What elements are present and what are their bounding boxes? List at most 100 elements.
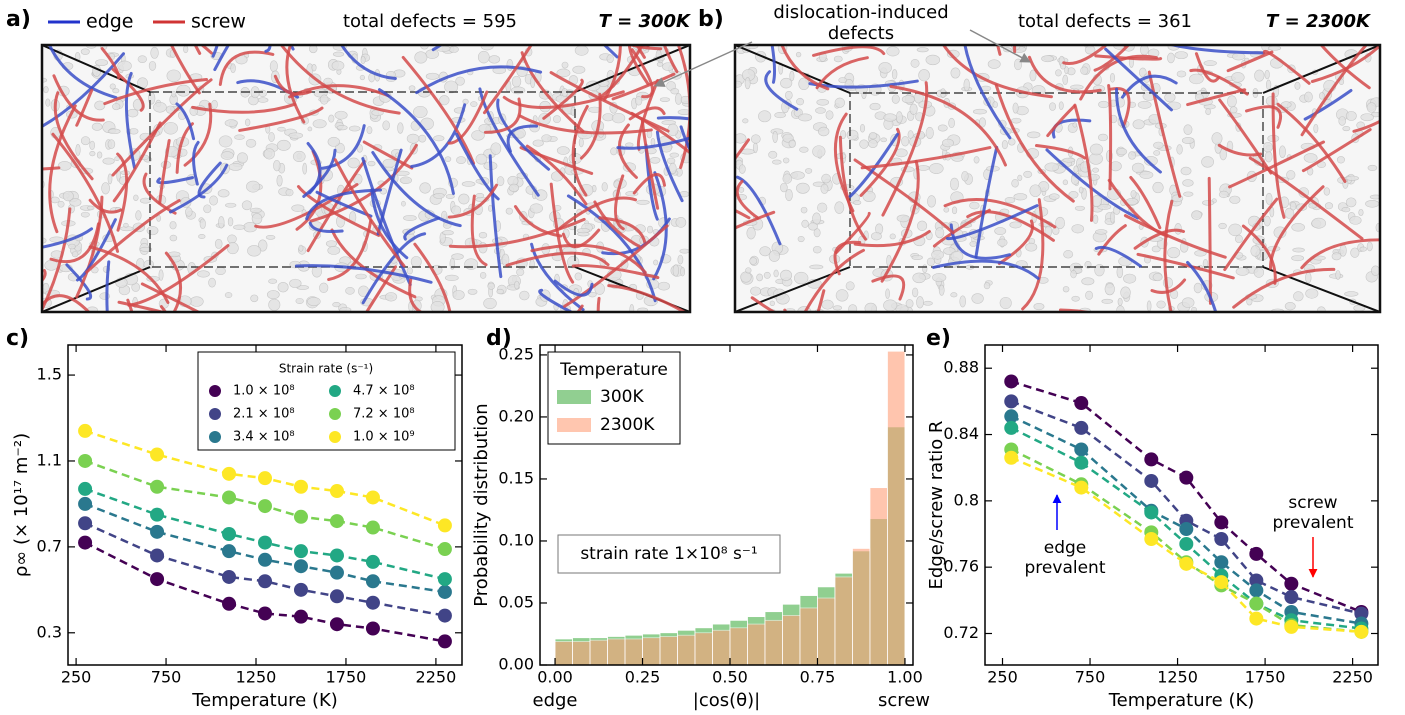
defect-blob [573,66,585,73]
data-point [1214,555,1228,569]
defect-blob [127,109,138,117]
defect-blob [1079,187,1083,193]
defect-blob [1293,248,1305,252]
defect-blob [802,220,809,227]
defect-blob [479,243,487,253]
defect-blob [780,270,791,280]
defect-blob [233,225,245,230]
defect-blob [846,282,854,290]
defect-blob [468,289,477,294]
data-point [438,609,452,623]
defect-blob [413,106,427,117]
defect-blob [519,291,529,300]
legend-label: 7.2 × 10⁸ [353,407,415,422]
defect-blob [751,287,761,295]
defect-blob [1181,167,1191,175]
defect-blob [1010,222,1022,228]
data-point [1249,612,1263,626]
defect-blob [133,195,138,201]
annotation: edge [1044,538,1087,558]
defect-blob [108,174,112,184]
defect-blob [635,96,642,105]
data-point [150,508,164,522]
defect-blob [289,133,303,139]
defect-blob [346,287,355,294]
defect-blob [847,130,858,140]
defect-blob [1279,146,1285,158]
defect-blob [1098,134,1107,141]
defect-blob [151,47,159,58]
defect-blob [190,297,203,307]
data-point [150,572,164,586]
defect-blob [612,113,625,123]
data-point [330,548,344,562]
defect-blob [868,140,877,148]
defect-blob [514,281,519,289]
defect-blob [252,213,262,223]
defect-blob [625,143,633,147]
defect-blob [420,183,431,194]
defect-blob [1324,188,1330,196]
defect-blob [319,283,328,293]
defect-blob [775,112,786,118]
defect-blob [46,99,50,107]
defect-blob [571,107,575,116]
data-point [1214,532,1228,546]
defect-blob [542,135,552,142]
defect-blob [785,189,792,201]
defect-blob [813,146,826,158]
defect-blob [1026,243,1037,251]
x-axis-label: |cos(θ)| [693,690,760,711]
defect-blob [200,219,206,229]
defect-blob [911,59,919,67]
legend-marker [209,431,221,443]
defect-blob [1175,51,1188,58]
defect-blob [817,99,829,105]
defect-blob [1059,102,1063,110]
defect-blob [397,123,403,134]
defect-blob [798,114,811,121]
defect-blob [507,59,513,70]
data-point [1249,547,1263,561]
data-point [294,544,308,558]
annotation: screw [1288,493,1337,513]
data-point [258,471,272,485]
legend-label: 2.1 × 10⁸ [233,407,295,422]
defect-blob [1008,139,1015,146]
defect-blob [1002,140,1007,149]
y-axis-label: Edge/screw ratio R [926,421,947,590]
defect-blob [1346,111,1356,120]
defect-blob [90,141,95,150]
data-point [1004,374,1018,388]
defect-blob [1071,270,1077,278]
defect-blob [216,267,226,275]
defect-blob [167,70,181,82]
defect-blob [791,172,805,180]
defect-blob [293,151,305,162]
defect-blob [229,163,242,170]
y-axis-label: ρ∞ (× 10¹⁷ m⁻²) [11,433,32,577]
defect-blob [970,202,980,209]
data-point [330,589,344,603]
defect-blob [962,171,969,181]
defect-blob [328,246,340,254]
defect-blob [671,88,679,94]
x-tick-label: 1750 [1245,668,1286,687]
defect-blob [1351,248,1359,258]
defect-blob [1254,70,1264,81]
defect-blob [1014,193,1027,200]
x-tick-label: 0.75 [800,668,836,687]
end-label: screw [878,690,930,711]
defect-blob [1332,253,1341,260]
defect-blob [835,202,844,214]
defect-blob [337,125,347,130]
defect-blob [742,119,748,123]
defect-blob [1232,72,1245,82]
defect-blob [1264,216,1270,226]
defect-blob [497,289,504,294]
defect-blob [211,100,217,109]
defect-blob [557,147,569,155]
defect-blob [951,68,960,78]
defect-blob [497,177,504,186]
annotation: defects [828,23,894,44]
